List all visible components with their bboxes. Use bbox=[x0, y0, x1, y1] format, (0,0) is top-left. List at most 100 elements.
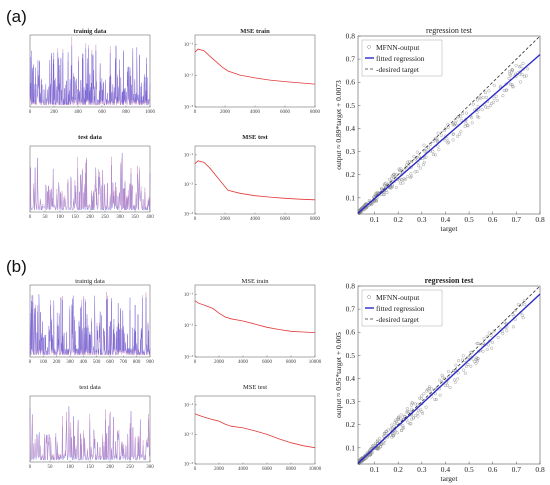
regression-point bbox=[423, 150, 427, 154]
regression-point bbox=[461, 354, 465, 358]
regression-legend-fit: fitted regression bbox=[376, 304, 425, 313]
regression-ytick: 0.8 bbox=[346, 282, 356, 291]
regression-point bbox=[375, 446, 379, 450]
regression-point bbox=[498, 84, 502, 88]
training-xtick: 100 bbox=[40, 360, 48, 365]
regression-point bbox=[523, 303, 527, 307]
test-xtick: 150 bbox=[71, 215, 79, 220]
regression-xtick: 0.6 bbox=[488, 465, 498, 474]
regression-point bbox=[483, 91, 487, 95]
regression-point bbox=[513, 317, 517, 321]
regression-point bbox=[440, 373, 444, 377]
training-xtick: 0 bbox=[29, 360, 32, 365]
regression-point bbox=[516, 303, 520, 307]
mse-test-xtick: 8000 bbox=[310, 217, 321, 222]
regression-point bbox=[405, 406, 409, 410]
mse-train-title: MSE train bbox=[240, 28, 270, 35]
regression-point bbox=[459, 118, 463, 122]
regression-point bbox=[395, 431, 399, 435]
regression-point bbox=[406, 175, 410, 179]
regression-point bbox=[388, 186, 392, 190]
regression-point bbox=[390, 176, 394, 180]
regression-ytick: 0.2 bbox=[346, 170, 356, 179]
training-xtick: 200 bbox=[53, 360, 61, 365]
regression-xtick: 0.3 bbox=[417, 465, 427, 474]
regression-point bbox=[391, 433, 395, 437]
regression-point bbox=[458, 132, 462, 136]
regression-point bbox=[427, 146, 431, 150]
regression-point bbox=[424, 405, 428, 409]
regression-point bbox=[510, 68, 514, 72]
regression-point bbox=[464, 111, 468, 115]
test-title: test data bbox=[79, 384, 101, 391]
regression-point bbox=[382, 442, 386, 446]
regression-point bbox=[471, 357, 475, 361]
regression-point bbox=[464, 121, 468, 125]
regression-point bbox=[410, 160, 414, 164]
regression-point bbox=[511, 85, 515, 89]
regression-point bbox=[396, 416, 400, 420]
regression-point bbox=[494, 94, 498, 98]
regression-point bbox=[409, 176, 413, 180]
regression-point bbox=[486, 105, 490, 109]
regression-point bbox=[475, 111, 479, 115]
regression-point bbox=[368, 448, 372, 452]
regression-point bbox=[433, 136, 437, 140]
mse-train-ytick: 10⁻¹ bbox=[184, 42, 194, 48]
regression-fit-line bbox=[357, 293, 541, 464]
regression-point bbox=[466, 124, 470, 128]
regression-point bbox=[505, 88, 509, 92]
regression-point bbox=[415, 170, 419, 174]
mse-test-title: MSE test bbox=[243, 384, 267, 391]
mse-train-ytick: 10⁻¹ bbox=[184, 292, 194, 298]
regression-point bbox=[418, 396, 422, 400]
training-xtick: 1000 bbox=[145, 110, 156, 115]
regression-point bbox=[420, 394, 424, 398]
mse-train-xtick: 0 bbox=[194, 110, 197, 115]
regression-point bbox=[446, 383, 450, 387]
regression-point bbox=[439, 133, 443, 137]
mse-test-xtick: 10000 bbox=[309, 467, 322, 472]
regression-point bbox=[490, 346, 494, 350]
regression-point bbox=[476, 98, 480, 102]
regression-legend-desired: -desired target bbox=[376, 315, 420, 324]
regression-point bbox=[469, 364, 473, 368]
regression-ytick: 0.7 bbox=[346, 55, 356, 64]
regression-point bbox=[434, 397, 438, 401]
regression-point bbox=[505, 329, 509, 333]
regression-point bbox=[399, 167, 403, 171]
mse-test-curve bbox=[194, 413, 316, 449]
regression-point bbox=[511, 325, 515, 329]
regression-point bbox=[446, 370, 450, 374]
mse-train-ytick: 10⁻² bbox=[184, 323, 194, 329]
regression-point bbox=[513, 308, 517, 312]
regression-point bbox=[468, 357, 472, 361]
regression-legend: MFNN-output fitted regression -desired tar… bbox=[361, 39, 443, 77]
regression-point bbox=[383, 182, 387, 186]
regression-point bbox=[456, 377, 460, 381]
regression-point bbox=[435, 138, 439, 142]
regression-point bbox=[447, 140, 451, 144]
regression-point bbox=[376, 438, 380, 442]
training-xtick: 900 bbox=[146, 360, 154, 365]
mse-train-xtick: 8000 bbox=[286, 360, 297, 365]
regression-point bbox=[445, 137, 449, 141]
regression-point bbox=[466, 363, 470, 367]
regression-point bbox=[451, 138, 455, 142]
regression-point bbox=[464, 364, 468, 368]
regression-ytick: 0.1 bbox=[346, 193, 356, 202]
regression-point bbox=[431, 153, 435, 157]
regression-point bbox=[473, 360, 477, 364]
regression-xtick: 0.2 bbox=[393, 465, 403, 474]
regression-point bbox=[487, 331, 491, 335]
mse-train-xtick: 8000 bbox=[310, 110, 321, 115]
test-xtick: 100 bbox=[56, 215, 64, 220]
mse-test-xtick: 6000 bbox=[262, 467, 273, 472]
regression-point bbox=[490, 340, 494, 344]
training-xtick: 800 bbox=[133, 360, 141, 365]
regression-point bbox=[414, 414, 418, 418]
regression-point bbox=[367, 198, 371, 202]
mse-train-ytick: 10⁻³ bbox=[184, 105, 194, 111]
